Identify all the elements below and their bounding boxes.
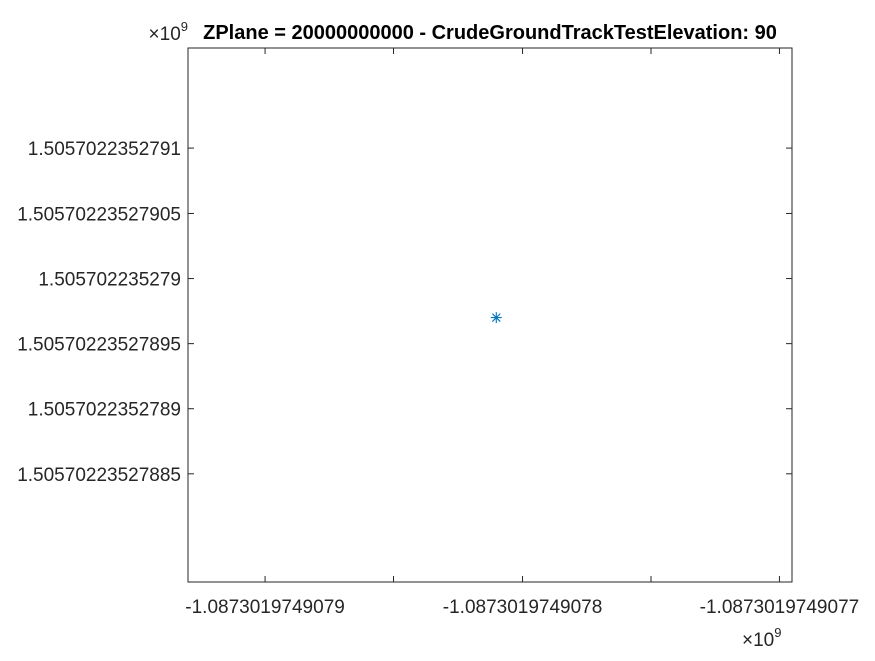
x-tick-label: -1.0873019749079: [185, 597, 345, 618]
x-exponent-power: 9: [774, 625, 781, 640]
x-axis-exponent: ×109: [742, 625, 781, 651]
x-exponent-base: ×10: [742, 630, 774, 651]
y-tick-label: 1.50570223527885: [17, 465, 181, 486]
y-exponent-power: 9: [181, 19, 188, 34]
y-tick-label: 1.5057022352789: [28, 400, 181, 421]
tick-marks: [188, 48, 792, 582]
y-tick-label: 1.505702235279: [38, 270, 181, 291]
y-tick-label: 1.50570223527905: [17, 204, 181, 225]
data-point: [490, 312, 502, 324]
x-tick-label: -1.0873019749077: [700, 597, 860, 618]
y-tick-label: 1.5057022352791: [28, 139, 181, 160]
plot-box: [187, 47, 793, 583]
data-points: [490, 312, 502, 324]
chart-title: ZPlane = 20000000000 - CrudeGroundTrackT…: [203, 22, 777, 44]
x-tick-label: -1.0873019749078: [443, 597, 603, 618]
axes: [187, 47, 793, 583]
y-tick-label: 1.50570223527895: [17, 335, 181, 356]
y-tick-labels: 1.5057022352791 1.50570223527905 1.5057022…: [17, 139, 181, 486]
x-tick-labels: -1.0873019749079 -1.0873019749078 -1.08730…: [185, 597, 859, 618]
y-exponent-base: ×10: [149, 24, 181, 45]
y-axis-exponent: ×109: [149, 19, 188, 45]
